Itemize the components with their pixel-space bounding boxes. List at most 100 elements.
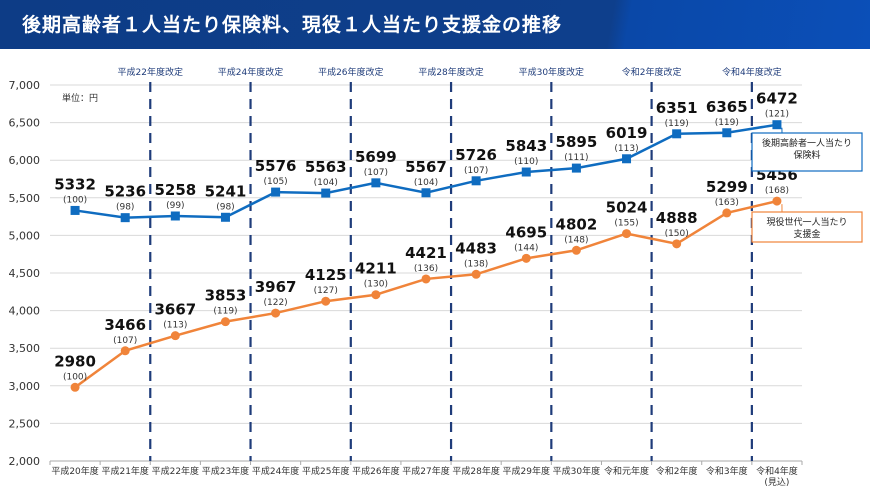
data-point <box>220 212 230 222</box>
legend-box <box>751 211 863 243</box>
index-label: (100) <box>63 372 87 382</box>
y-tick-label: 6,000 <box>9 154 41 167</box>
x-tick-label: 令和元年度 <box>604 465 649 477</box>
data-label: 5563 <box>305 158 347 176</box>
data-point <box>120 346 130 356</box>
data-point <box>321 296 331 306</box>
data-label: 5895 <box>556 133 598 151</box>
data-label: 5843 <box>505 137 547 155</box>
index-label: (168) <box>765 186 789 196</box>
data-label: 6351 <box>656 99 698 117</box>
index-label: (144) <box>514 243 538 253</box>
data-label: 4888 <box>656 209 698 227</box>
x-tick-label: 平成24年度 <box>252 465 299 477</box>
data-label: 3667 <box>154 301 196 319</box>
y-tick-label: 2,500 <box>9 417 41 430</box>
x-tick-label: 平成30年度 <box>553 465 600 477</box>
x-tick-label: 平成20年度 <box>51 465 98 477</box>
data-point <box>170 331 180 341</box>
data-point <box>772 196 782 206</box>
data-label: 4211 <box>355 260 397 278</box>
index-label: (105) <box>263 177 287 187</box>
data-label: 5726 <box>455 146 497 164</box>
data-point <box>371 178 381 188</box>
revision-label: 平成26年度改定 <box>318 66 383 78</box>
data-point <box>622 229 632 239</box>
index-label: (138) <box>464 259 488 269</box>
index-label: (113) <box>163 321 187 331</box>
data-label: 4125 <box>305 266 347 284</box>
data-label: 5699 <box>355 148 397 166</box>
index-label: (107) <box>113 336 137 346</box>
data-point <box>521 167 531 177</box>
data-point <box>70 382 80 392</box>
page-title: 後期高齢者１人当たり保険料、現役１人当たり支援金の推移 <box>22 14 563 36</box>
legend-box <box>751 132 863 172</box>
data-label: 6472 <box>756 90 798 108</box>
x-tick-label: 令和2年度 <box>656 465 698 477</box>
revision-label: 令和2年度改定 <box>622 66 682 78</box>
data-point <box>421 274 431 284</box>
revision-label: 令和4年度改定 <box>722 66 782 78</box>
data-label: 4483 <box>455 239 497 257</box>
data-point <box>271 308 281 318</box>
x-tick-label: 平成21年度 <box>101 465 148 477</box>
x-tick-label: 平成28年度 <box>452 465 499 477</box>
index-label: (107) <box>464 166 488 176</box>
index-label: (130) <box>364 280 388 290</box>
y-tick-label: 7,000 <box>9 79 41 92</box>
title-banner: 後期高齢者１人当たり保険料、現役１人当たり支援金の推移 <box>0 0 870 49</box>
data-point <box>571 163 581 173</box>
index-label: (119) <box>665 119 689 129</box>
index-label: (110) <box>514 157 538 167</box>
x-tick-label: 平成23年度 <box>202 465 249 477</box>
y-tick-label: 2,000 <box>9 455 41 468</box>
data-label: 5024 <box>606 199 648 217</box>
index-label: (107) <box>364 168 388 178</box>
y-tick-label: 3,500 <box>9 342 41 355</box>
data-label: 5332 <box>54 175 96 193</box>
index-label: (98) <box>216 202 234 212</box>
y-tick-label: 4,000 <box>9 305 41 318</box>
x-tick-label: 平成27年度 <box>402 465 449 477</box>
unit-label: 単位：円 <box>62 92 98 104</box>
index-label: (121) <box>765 110 789 120</box>
x-tick-label: 平成25年度 <box>302 465 349 477</box>
data-point <box>271 187 281 197</box>
y-tick-label: 5,000 <box>9 229 41 242</box>
index-label: (119) <box>213 307 237 317</box>
index-label: (111) <box>564 153 588 163</box>
data-label: 5258 <box>154 181 196 199</box>
data-label: 5567 <box>405 158 447 176</box>
index-label: (104) <box>314 178 338 188</box>
index-label: (127) <box>314 286 338 296</box>
data-point <box>471 176 481 186</box>
data-point <box>421 188 431 198</box>
data-point <box>220 317 230 327</box>
legend-label: 保険料 <box>793 149 820 161</box>
x-tick-label: 令和4年度 <box>756 465 798 477</box>
data-label: 5236 <box>104 183 146 201</box>
data-point <box>622 154 632 164</box>
data-label: 5576 <box>255 157 297 175</box>
legend-label: 支援金 <box>793 228 820 240</box>
data-point <box>371 290 381 300</box>
x-tick-label: 平成26年度 <box>352 465 399 477</box>
index-label: (104) <box>414 178 438 188</box>
x-tick-note: (見込) <box>764 477 789 488</box>
index-label: (119) <box>715 118 739 128</box>
data-point <box>722 208 732 218</box>
data-label: 2980 <box>54 352 96 370</box>
index-label: (100) <box>63 195 87 205</box>
data-point <box>321 188 331 198</box>
index-label: (163) <box>715 198 739 208</box>
x-tick-label: 平成22年度 <box>152 465 199 477</box>
revision-label: 平成22年度改定 <box>118 66 183 78</box>
legend-label: 後期高齢者一人当たり <box>762 137 852 149</box>
data-label: 3853 <box>205 287 247 305</box>
y-tick-label: 3,000 <box>9 380 41 393</box>
data-point <box>70 205 80 215</box>
index-label: (155) <box>614 219 638 229</box>
index-label: (98) <box>116 203 134 213</box>
